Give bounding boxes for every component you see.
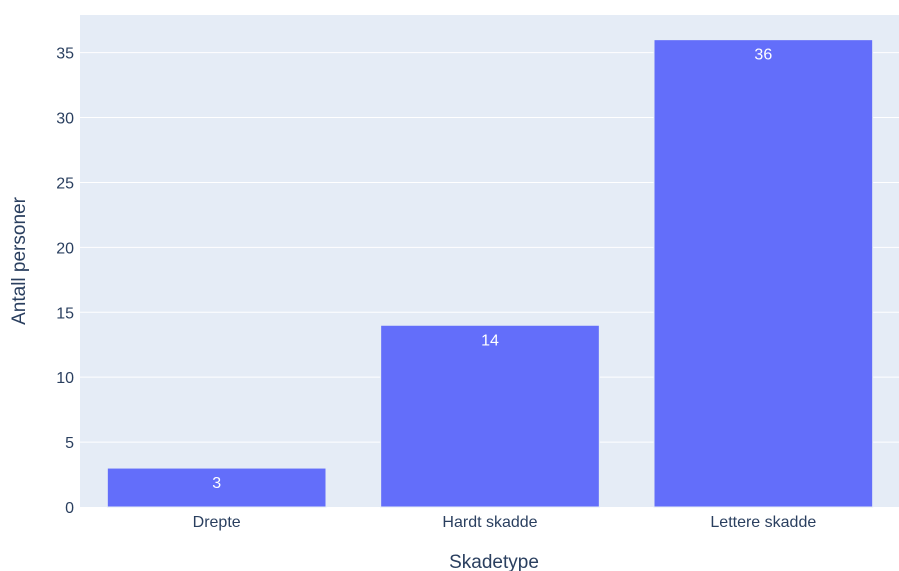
y-tick-label: 0 [65, 500, 74, 517]
x-axis-title: Skadetype [449, 552, 539, 571]
bar [654, 40, 873, 507]
x-tick-label: Drepte [193, 514, 241, 531]
x-tick-label: Hardt skadde [442, 514, 537, 531]
y-tick-label: 10 [56, 370, 74, 387]
y-tick-label: 30 [56, 111, 74, 128]
bar-value-label: 3 [212, 475, 221, 492]
y-tick-label: 35 [56, 46, 74, 63]
y-tick-label: 20 [56, 240, 74, 257]
y-tick-label: 5 [65, 435, 74, 452]
bar [381, 325, 600, 507]
bar-value-label: 36 [754, 47, 772, 64]
y-axis-ticks: 0 5 10 15 20 25 30 35 [56, 46, 74, 517]
y-tick-label: 25 [56, 175, 74, 192]
y-axis-title: Antall personer [9, 196, 30, 324]
x-tick-label: Lettere skadde [710, 514, 816, 531]
bar-value-label: 14 [481, 332, 499, 349]
x-axis-ticks: Drepte Hardt skadde Lettere skadde [193, 514, 817, 531]
y-tick-label: 15 [56, 305, 74, 322]
